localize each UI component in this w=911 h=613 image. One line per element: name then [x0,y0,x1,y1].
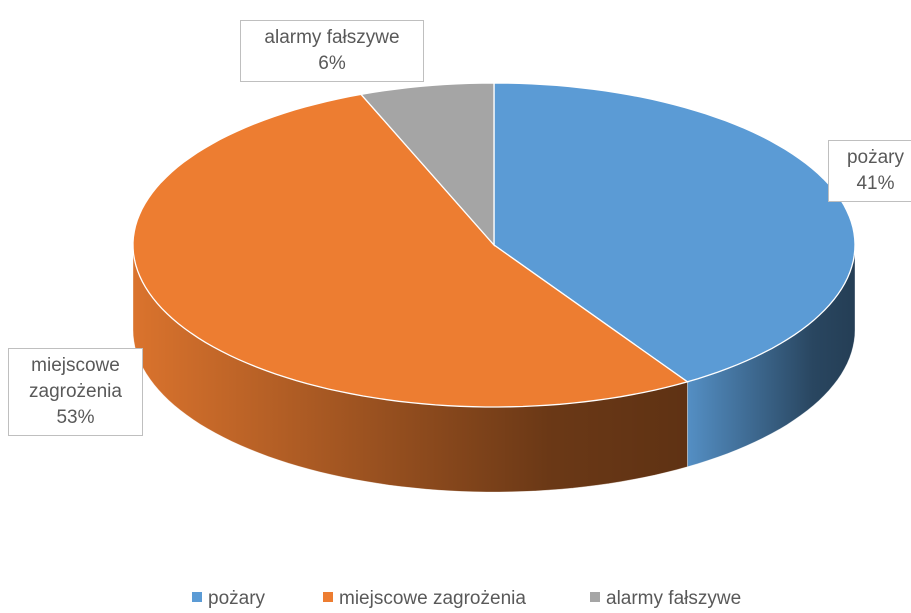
data-label-category: pożary [846,147,905,168]
legend-swatch [192,591,202,602]
data-label-value: 41% [856,173,895,194]
pie-slice [359,82,495,247]
data-label: pożary 41% [828,140,911,202]
legend-swatch [590,591,600,602]
legend-label: pożary [208,588,266,609]
legend-item: miejscowe zagrożenia [323,588,526,610]
legend-item: alarmy fałszywe [590,588,741,610]
data-label: miejscowe zagrożenia 53% [8,348,143,436]
data-label-category: miejscowe zagrożenia [29,355,122,402]
legend-label: alarmy fałszywe [606,588,742,609]
legend-swatch [323,591,333,602]
data-label-value: 6% [318,53,346,74]
data-label-category: alarmy fałszywe [264,27,400,48]
legend-item: pożary [192,588,265,610]
data-label-value: 53% [56,407,95,428]
legend-label: miejscowe zagrożenia [339,588,526,609]
data-label: alarmy fałszywe 6% [240,20,424,82]
pie-sides [132,244,856,493]
pie-slice [132,93,689,408]
pie-tops [132,82,856,408]
